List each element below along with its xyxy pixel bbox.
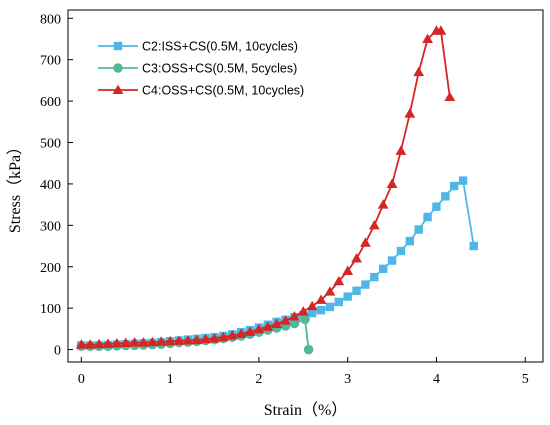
data-point xyxy=(164,335,176,346)
data-point xyxy=(200,333,212,344)
data-point xyxy=(325,302,335,312)
legend-label: C3:OSS+CS(0.5M, 5cycles) xyxy=(142,62,297,76)
data-point xyxy=(217,331,229,342)
series-layer xyxy=(75,25,478,355)
data-point xyxy=(324,286,336,296)
x-axis-label: Strain（%） xyxy=(264,401,348,419)
y-tick-label: 300 xyxy=(40,219,61,234)
legend-label: C2:ISS+CS(0.5M, 10cycles) xyxy=(142,40,298,54)
data-point xyxy=(458,176,468,185)
x-tick-label: 2 xyxy=(255,372,262,387)
data-point xyxy=(405,236,415,246)
data-point xyxy=(289,318,300,329)
data-point xyxy=(387,256,397,265)
legend-entry: C3:OSS+CS(0.5M, 5cycles) xyxy=(98,62,297,76)
x-tick-label: 1 xyxy=(167,372,174,387)
data-point xyxy=(414,225,423,234)
data-point xyxy=(404,108,416,118)
data-point xyxy=(297,306,309,316)
data-point xyxy=(441,192,450,201)
data-point xyxy=(300,314,310,325)
data-point xyxy=(307,308,317,318)
data-point xyxy=(435,25,447,35)
data-point xyxy=(469,241,478,251)
data-point xyxy=(361,280,370,289)
data-point xyxy=(102,338,114,348)
data-point xyxy=(146,336,158,347)
data-point xyxy=(396,246,406,256)
legend-entry: C2:ISS+CS(0.5M, 10cycles) xyxy=(98,40,298,54)
data-point xyxy=(352,286,361,295)
data-point xyxy=(173,335,185,345)
data-point xyxy=(413,66,425,77)
y-tick-label: 0 xyxy=(54,344,61,359)
data-point xyxy=(370,272,379,282)
data-point xyxy=(351,253,362,263)
data-point xyxy=(262,321,274,331)
legend-label: C4:OSS+CS(0.5M, 10cycles) xyxy=(142,84,304,98)
plot-frame xyxy=(67,9,544,363)
data-point xyxy=(111,337,123,348)
x-tick-label: 5 xyxy=(522,372,529,387)
data-point xyxy=(182,335,194,345)
legend-entry: C4:OSS+CS(0.5M, 10cycles) xyxy=(98,84,304,98)
y-tick-label: 200 xyxy=(40,261,61,276)
data-point xyxy=(450,181,459,191)
axes: 0 1 2 3 4 5 0 100 200 300 400 500 600 700 800 xyxy=(40,9,544,387)
data-point xyxy=(432,202,441,211)
data-point xyxy=(378,264,388,274)
data-point xyxy=(84,339,96,349)
y-tick-label: 400 xyxy=(40,178,61,193)
data-point xyxy=(422,33,433,44)
data-point xyxy=(93,338,105,349)
data-point xyxy=(306,300,318,311)
data-point xyxy=(271,318,283,328)
data-point xyxy=(423,212,432,222)
data-point xyxy=(120,337,132,348)
data-point xyxy=(377,199,389,209)
data-point xyxy=(333,275,345,286)
x-tick-label: 4 xyxy=(433,372,440,387)
x-tick-label: 3 xyxy=(344,372,351,387)
data-point xyxy=(75,339,87,349)
y-tick-label: 100 xyxy=(40,302,61,317)
data-point xyxy=(395,145,407,155)
data-point xyxy=(235,328,247,338)
data-point xyxy=(386,178,398,188)
data-point xyxy=(113,63,123,73)
data-point xyxy=(129,337,140,347)
legend: C2:ISS+CS(0.5M, 10cycles) C3:OSS+CS(0.5M,… xyxy=(98,40,304,98)
data-point xyxy=(155,336,167,346)
data-point xyxy=(316,306,326,315)
data-point xyxy=(253,323,265,334)
data-point xyxy=(244,326,256,336)
y-tick-label: 500 xyxy=(40,137,61,152)
data-point xyxy=(315,294,327,304)
data-point xyxy=(280,315,291,325)
y-tick-label: 700 xyxy=(40,54,61,69)
data-point xyxy=(209,332,220,343)
series-3 xyxy=(75,25,456,349)
data-point xyxy=(191,334,203,345)
data-point xyxy=(226,330,238,340)
y-tick-label: 600 xyxy=(40,95,61,110)
data-point xyxy=(303,344,314,355)
data-point xyxy=(368,219,380,230)
data-point xyxy=(343,292,352,301)
data-point xyxy=(334,297,343,307)
data-point xyxy=(138,337,149,347)
y-tick-label: 800 xyxy=(40,12,61,27)
data-point xyxy=(342,265,354,275)
data-point xyxy=(113,41,123,51)
x-tick-label: 0 xyxy=(78,372,85,387)
data-point xyxy=(444,91,456,102)
data-point xyxy=(360,237,371,247)
data-point xyxy=(289,311,300,321)
y-axis-label: Stress（kPa） xyxy=(6,139,24,233)
data-point xyxy=(112,84,124,95)
